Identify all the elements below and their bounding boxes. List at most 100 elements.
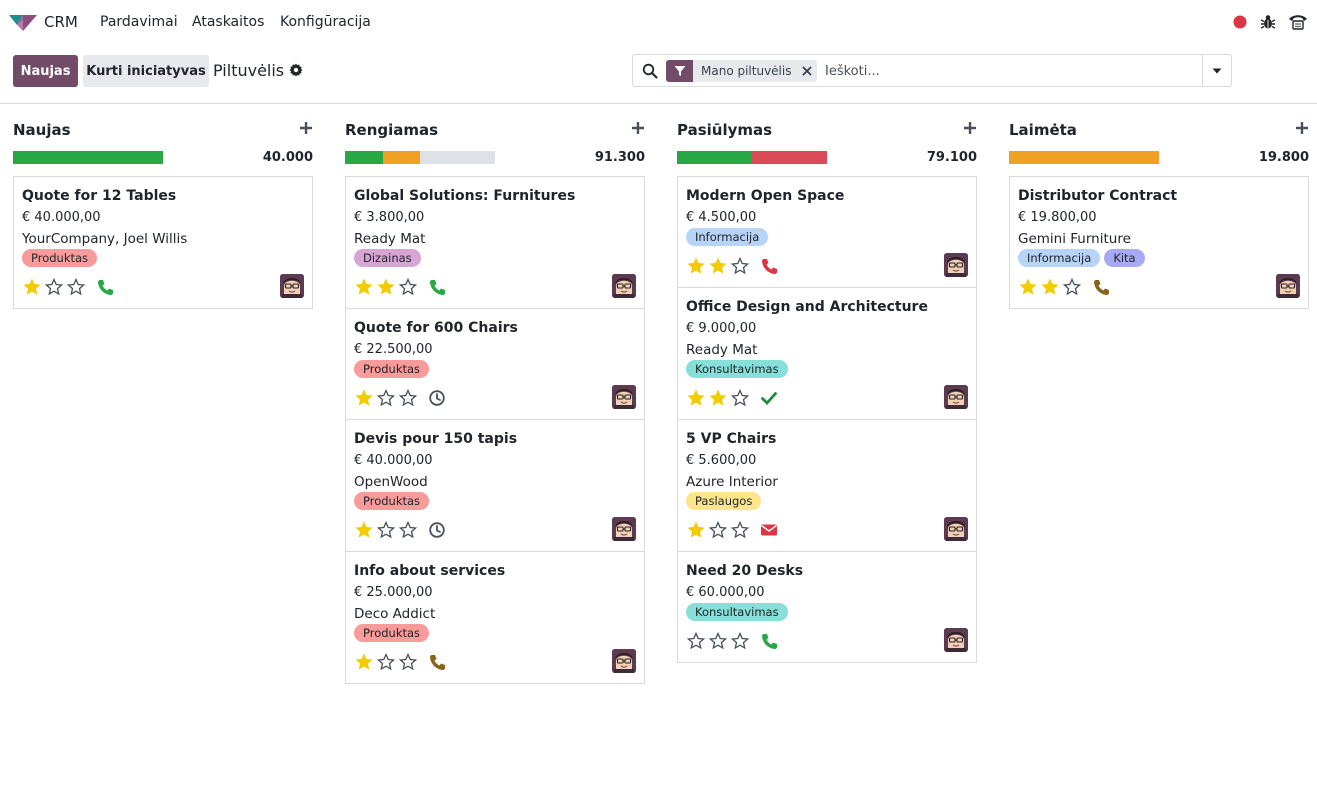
check-icon[interactable] <box>760 389 778 407</box>
progress-segment[interactable] <box>13 151 163 164</box>
avatar[interactable] <box>612 274 636 298</box>
menu-pardavimai[interactable]: Pardavimai <box>100 14 178 30</box>
star-filled-icon[interactable] <box>22 277 42 297</box>
star-empty-icon[interactable] <box>398 652 418 672</box>
priority-stars <box>686 520 750 540</box>
progress-segment[interactable] <box>345 151 383 164</box>
kanban-card[interactable]: Distributor Contract € 19.800,00 Gemini Fu… <box>1010 177 1308 308</box>
star-filled-icon[interactable] <box>686 388 706 408</box>
clock-icon[interactable] <box>428 521 446 539</box>
star-filled-icon[interactable] <box>354 652 374 672</box>
kanban-card[interactable]: Modern Open Space € 4.500,00 Informacija <box>678 177 976 288</box>
card-title: Quote for 600 Chairs <box>354 320 518 336</box>
star-empty-icon[interactable] <box>730 631 750 651</box>
phone-icon[interactable] <box>428 278 446 296</box>
avatar[interactable] <box>280 274 304 298</box>
star-filled-icon[interactable] <box>354 388 374 408</box>
envelope-icon[interactable] <box>760 521 778 539</box>
kanban-card[interactable]: Office Design and Architecture € 9.000,00… <box>678 288 976 420</box>
search-input[interactable] <box>825 61 1195 81</box>
kanban-card[interactable]: Quote for 600 Chairs € 22.500,00 Produktas <box>346 309 644 420</box>
star-empty-icon[interactable] <box>1062 277 1082 297</box>
gear-icon[interactable] <box>289 63 303 77</box>
star-empty-icon[interactable] <box>730 256 750 276</box>
plus-icon[interactable] <box>1295 121 1309 135</box>
avatar[interactable] <box>944 628 968 652</box>
kanban-card[interactable]: Need 20 Desks € 60.000,00 Konsultavimas <box>678 552 976 662</box>
kanban-card[interactable]: Global Solutions: Furnitures € 3.800,00 Re… <box>346 177 644 309</box>
search-icon[interactable] <box>642 63 658 79</box>
generate-leads-button[interactable]: Kurti iniciatyvas <box>83 55 209 87</box>
column-title[interactable]: Naujas <box>13 121 71 139</box>
column-progress-bar[interactable] <box>1009 151 1159 164</box>
progress-segment[interactable] <box>1009 151 1159 164</box>
card-partner: Azure Interior <box>686 474 778 490</box>
star-empty-icon[interactable] <box>708 631 728 651</box>
column-progress-bar[interactable] <box>677 151 827 164</box>
plus-icon[interactable] <box>963 121 977 135</box>
plus-icon[interactable] <box>299 121 313 135</box>
bug-icon[interactable] <box>1259 13 1277 31</box>
filter-icon <box>666 60 693 82</box>
close-icon[interactable] <box>797 60 817 82</box>
card-tags: Konsultavimas <box>686 603 968 622</box>
star-filled-icon[interactable] <box>1018 277 1038 297</box>
star-filled-icon[interactable] <box>686 520 706 540</box>
avatar[interactable] <box>612 385 636 409</box>
new-button[interactable]: Naujas <box>13 55 78 87</box>
star-filled-icon[interactable] <box>708 388 728 408</box>
star-filled-icon[interactable] <box>1040 277 1060 297</box>
star-empty-icon[interactable] <box>686 631 706 651</box>
kanban-card[interactable]: Quote for 12 Tables € 40.000,00 YourCompan… <box>14 177 312 308</box>
column-title[interactable]: Laimėta <box>1009 121 1077 139</box>
star-empty-icon[interactable] <box>730 388 750 408</box>
progress-segment[interactable] <box>752 151 827 164</box>
avatar[interactable] <box>944 517 968 541</box>
star-empty-icon[interactable] <box>730 520 750 540</box>
column-progress-bar[interactable] <box>13 151 163 164</box>
avatar[interactable] <box>944 385 968 409</box>
column-title[interactable]: Pasiūlymas <box>677 121 773 139</box>
star-filled-icon[interactable] <box>354 520 374 540</box>
kanban-card[interactable]: Devis pour 150 tapis € 40.000,00 OpenWood P… <box>346 420 644 552</box>
star-empty-icon[interactable] <box>376 520 396 540</box>
card-title: Devis pour 150 tapis <box>354 431 518 447</box>
star-empty-icon[interactable] <box>398 520 418 540</box>
star-filled-icon[interactable] <box>708 256 728 276</box>
card-title: Info about services <box>354 563 506 579</box>
star-empty-icon[interactable] <box>398 388 418 408</box>
crm-logo-icon[interactable] <box>8 11 38 33</box>
star-empty-icon[interactable] <box>376 652 396 672</box>
star-filled-icon[interactable] <box>686 256 706 276</box>
phone-icon[interactable] <box>1092 278 1110 296</box>
phone-icon[interactable] <box>96 278 114 296</box>
plus-icon[interactable] <box>631 121 645 135</box>
avatar[interactable] <box>1276 274 1300 298</box>
progress-segment[interactable] <box>677 151 752 164</box>
search-options-toggle[interactable] <box>1202 55 1231 86</box>
menu-ataskaitos[interactable]: Ataskaitos <box>192 14 265 30</box>
star-empty-icon[interactable] <box>44 277 64 297</box>
kanban-card[interactable]: 5 VP Chairs € 5.600,00 Azure Interior Pasla… <box>678 420 976 552</box>
app-name[interactable]: CRM <box>44 13 78 31</box>
phone-icon[interactable] <box>1288 13 1308 31</box>
star-empty-icon[interactable] <box>708 520 728 540</box>
star-filled-icon[interactable] <box>354 277 374 297</box>
column-title[interactable]: Rengiamas <box>345 121 439 139</box>
phone-icon[interactable] <box>760 257 778 275</box>
star-filled-icon[interactable] <box>376 277 396 297</box>
progress-segment[interactable] <box>382 151 420 164</box>
avatar[interactable] <box>944 253 968 277</box>
menu-konfiguracija[interactable]: Konfigūracija <box>280 14 371 30</box>
phone-icon[interactable] <box>428 653 446 671</box>
star-empty-icon[interactable] <box>376 388 396 408</box>
avatar[interactable] <box>612 517 636 541</box>
clock-icon[interactable] <box>428 389 446 407</box>
star-empty-icon[interactable] <box>66 277 86 297</box>
avatar[interactable] <box>612 649 636 673</box>
column-progress-bar[interactable] <box>345 151 495 164</box>
kanban-card[interactable]: Info about services € 25.000,00 Deco Addic… <box>346 552 644 683</box>
star-empty-icon[interactable] <box>398 277 418 297</box>
status-dot-icon[interactable] <box>1231 13 1249 31</box>
phone-icon[interactable] <box>760 632 778 650</box>
